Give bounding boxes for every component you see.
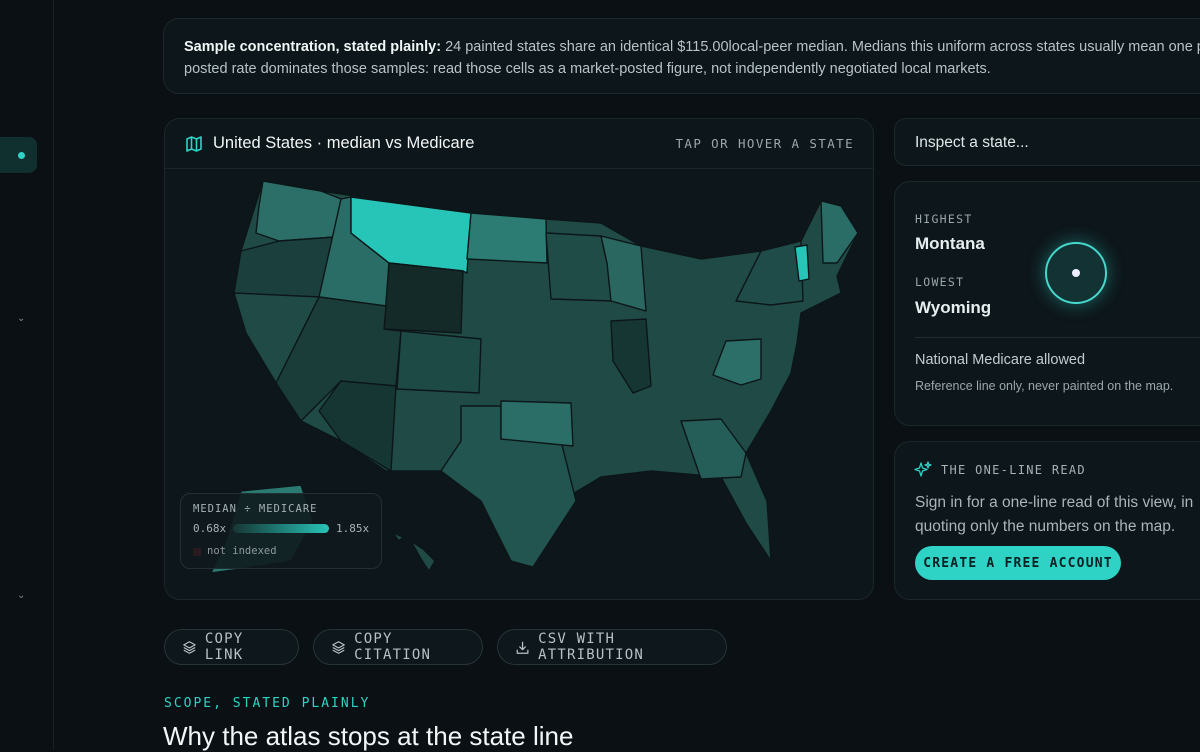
banner-text: 24 painted states share an identical $11… <box>445 39 1200 55</box>
layers-icon <box>183 640 196 654</box>
button-label: COPY CITATION <box>354 631 432 663</box>
map-card: United States · median vs Medicare TAP O… <box>164 118 874 600</box>
highest-state: Montana <box>915 234 985 253</box>
map-icon <box>186 136 202 152</box>
state-search[interactable]: Inspect a state... <box>894 118 1200 166</box>
scope-heading: Why the atlas stops at the state line <box>163 721 574 751</box>
legend-max: 1.85x <box>336 522 370 535</box>
us-map[interactable] <box>165 169 874 600</box>
state[interactable] <box>680 418 747 480</box>
read-line: quoting only the numbers on the map. <box>915 518 1176 535</box>
sparkle-icon <box>914 461 932 477</box>
map-hint: TAP OR HOVER A STATE <box>675 136 854 151</box>
legend-min: 0.68x <box>193 522 227 535</box>
highest-label: HIGHEST <box>915 212 973 226</box>
one-line-read-card: THE ONE-LINE READ Sign in for a one-line… <box>894 441 1200 600</box>
banner-text: posted rate dominates those samples: rea… <box>184 61 991 77</box>
state-lowest[interactable] <box>383 262 464 334</box>
state[interactable] <box>396 330 482 394</box>
map-title: United States · median vs Medicare <box>213 134 475 152</box>
state[interactable] <box>466 212 548 264</box>
button-label: COPY LINK <box>204 631 244 663</box>
reference-note: Reference line only, never painted on th… <box>915 379 1174 393</box>
copy-citation-button[interactable]: COPY CITATION <box>313 629 483 665</box>
marker-dot <box>1072 269 1080 277</box>
nav-chevron[interactable]: ⌄ <box>17 590 26 601</box>
hawaii <box>392 532 436 572</box>
lowest-label: LOWEST <box>915 275 965 289</box>
state[interactable] <box>712 338 762 386</box>
extremes-card: HIGHEST Montana LOWEST Wyoming National … <box>894 181 1200 426</box>
state[interactable] <box>500 400 574 447</box>
state[interactable] <box>610 318 652 394</box>
scope-eyebrow: SCOPE, STATED PLAINLY <box>164 696 371 711</box>
nav-chevron[interactable]: ⌄ <box>17 313 26 324</box>
state[interactable] <box>735 240 804 306</box>
read-title: THE ONE-LINE READ <box>941 463 1086 477</box>
legend-title: MEDIAN ÷ MEDICARE <box>193 503 318 515</box>
divider <box>915 337 1200 338</box>
concentration-banner: Sample concentration, stated plainly: 24… <box>163 18 1200 94</box>
state[interactable] <box>794 244 810 282</box>
state[interactable] <box>820 200 859 264</box>
sidebar <box>0 0 54 750</box>
button-label: CSV WITH ATTRIBUTION <box>538 631 645 663</box>
reference-title: National Medicare allowed <box>915 352 1086 368</box>
copy-link-button[interactable]: COPY LINK <box>164 629 299 665</box>
state[interactable] <box>255 180 342 242</box>
lowest-state: Wyoming <box>915 298 992 317</box>
cta-button[interactable]: CREATE A FREE ACCOUNT <box>915 546 1121 580</box>
legend-missing: not indexed <box>207 545 277 557</box>
read-text: Sign in for a one-line read of this view… <box>915 491 1193 539</box>
layers-icon <box>332 640 345 654</box>
download-icon <box>516 641 529 654</box>
legend: MEDIAN ÷ MEDICARE 0.68x 1.85x not indexe… <box>180 493 382 569</box>
nav-dot <box>18 152 25 159</box>
csv-button[interactable]: CSV WITH ATTRIBUTION <box>497 629 727 665</box>
legend-gradient <box>233 524 329 533</box>
search-placeholder: Inspect a state... <box>915 134 1029 151</box>
banner-lead: Sample concentration, stated plainly: <box>184 39 442 55</box>
read-line: Sign in for a one-line read of this view… <box>915 494 1194 511</box>
legend-missing-swatch <box>193 548 201 556</box>
map-header: United States · median vs Medicare TAP O… <box>165 119 873 169</box>
reference-marker <box>1045 242 1107 304</box>
state[interactable] <box>318 380 397 472</box>
state[interactable] <box>600 235 647 312</box>
